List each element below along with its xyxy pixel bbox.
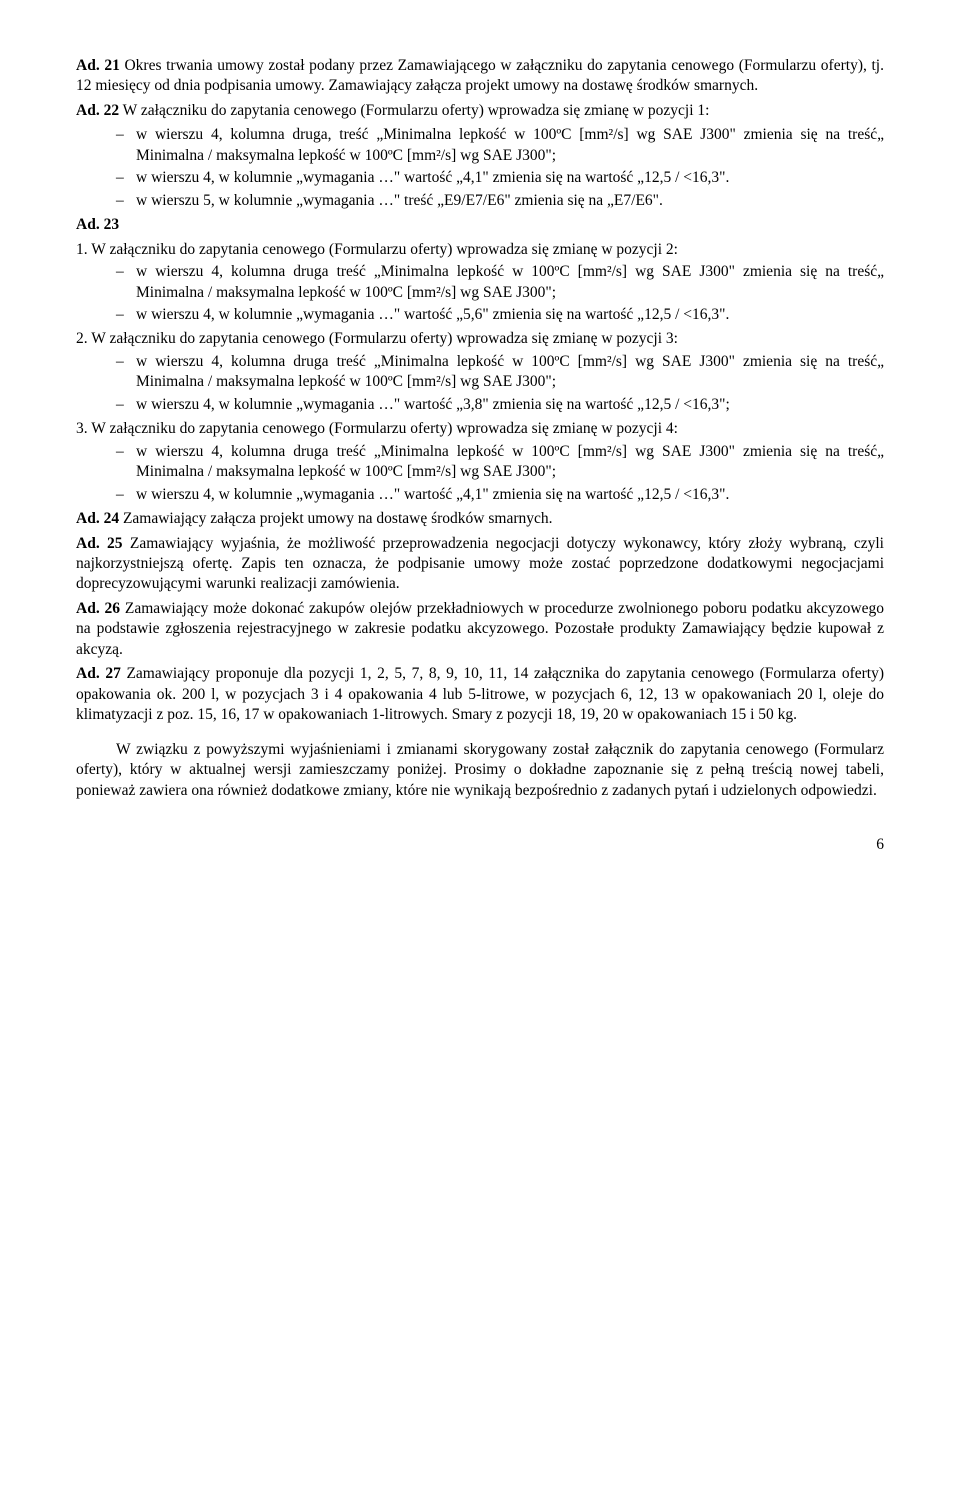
ad23-p2-bullets: w wierszu 4, kolumna druga treść „Minima… — [76, 352, 884, 415]
ad27-text: Zamawiający proponuje dla pozycji 1, 2, … — [76, 665, 884, 723]
ad25-text: Zamawiający wyjaśnia, że możliwość przep… — [76, 535, 884, 593]
ad21-text: Okres trwania umowy został podany przez … — [76, 57, 884, 94]
ad24-label: Ad. 24 — [76, 510, 119, 527]
ad27-label: Ad. 27 — [76, 665, 121, 682]
page-number: 6 — [76, 835, 884, 855]
list-item: w wierszu 4, w kolumnie „wymagania …" wa… — [120, 485, 884, 505]
ad26-paragraph: Ad. 26 Zamawiający może dokonać zakupów … — [76, 599, 884, 660]
list-item: w wierszu 4, w kolumnie „wymagania …" wa… — [120, 305, 884, 325]
ad23-p3-bullets: w wierszu 4, kolumna druga treść „Minima… — [76, 442, 884, 505]
list-item: w wierszu 5, w kolumnie „wymagania …" tr… — [120, 191, 884, 211]
ad22-text: W załączniku do zapytania cenowego (Form… — [119, 102, 709, 119]
ad23-item-2: 2. W załączniku do zapytania cenowego (F… — [76, 329, 884, 415]
ad23-label: Ad. 23 — [76, 216, 119, 233]
list-item: w wierszu 4, kolumna druga treść „Minima… — [120, 352, 884, 393]
ad22-paragraph: Ad. 22 W załączniku do zapytania cenoweg… — [76, 101, 884, 121]
closing-paragraph: W związku z powyższymi wyjaśnieniami i z… — [76, 740, 884, 801]
ad23-item-1: 1. W załączniku do zapytania cenowego (F… — [76, 240, 884, 326]
ad23-label-line: Ad. 23 — [76, 215, 884, 235]
spacer — [76, 730, 884, 740]
ad23-p2-lead: 2. W załączniku do zapytania cenowego (F… — [76, 329, 884, 349]
ad23-item-3: 3. W załączniku do zapytania cenowego (F… — [76, 419, 884, 505]
ad24-paragraph: Ad. 24 Zamawiający załącza projekt umowy… — [76, 509, 884, 529]
list-item: w wierszu 4, kolumna druga, treść „Minim… — [120, 125, 884, 166]
ad21-label: Ad. 21 — [76, 57, 120, 74]
ad25-paragraph: Ad. 25 Zamawiający wyjaśnia, że możliwoś… — [76, 534, 884, 595]
ad23-p3-lead: 3. W załączniku do zapytania cenowego (F… — [76, 419, 884, 439]
list-item: w wierszu 4, kolumna druga treść „Minima… — [120, 442, 884, 483]
ad21-paragraph: Ad. 21 Okres trwania umowy został podany… — [76, 56, 884, 97]
list-item: w wierszu 4, w kolumnie „wymagania …" wa… — [120, 168, 884, 188]
ad23-p1-bullets: w wierszu 4, kolumna druga treść „Minima… — [76, 262, 884, 325]
ad24-text: Zamawiający załącza projekt umowy na dos… — [119, 510, 552, 527]
ad23-p1-lead: 1. W załączniku do zapytania cenowego (F… — [76, 240, 884, 260]
ad25-label: Ad. 25 — [76, 535, 123, 552]
ad22-label: Ad. 22 — [76, 102, 119, 119]
ad26-label: Ad. 26 — [76, 600, 120, 617]
ad22-bullet-list: w wierszu 4, kolumna druga, treść „Minim… — [76, 125, 884, 211]
ad26-text: Zamawiający może dokonać zakupów olejów … — [76, 600, 884, 658]
list-item: w wierszu 4, w kolumnie „wymagania …" wa… — [120, 395, 884, 415]
list-item: w wierszu 4, kolumna druga treść „Minima… — [120, 262, 884, 303]
ad27-paragraph: Ad. 27 Zamawiający proponuje dla pozycji… — [76, 664, 884, 725]
document-page: Ad. 21 Okres trwania umowy został podany… — [0, 0, 960, 895]
